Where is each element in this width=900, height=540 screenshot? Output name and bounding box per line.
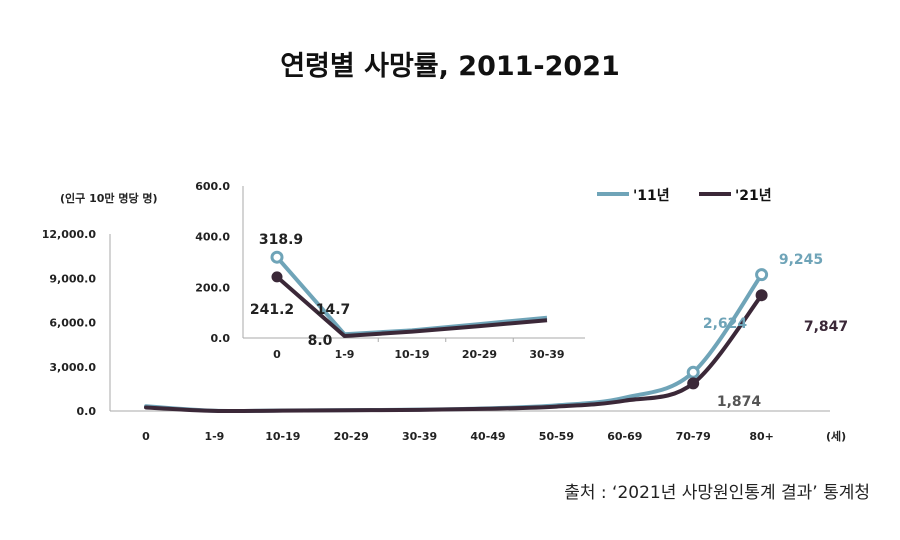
inset-label-2011-0: 318.9 xyxy=(259,232,303,248)
inset-x-tick-label: 0 xyxy=(273,348,281,361)
inset-series-line-2021 xyxy=(275,275,548,338)
inset-x-tick-label: 1-9 xyxy=(335,348,355,361)
legend-label-2011: '11년 xyxy=(633,188,670,204)
x-tick-label: 1-9 xyxy=(204,430,224,443)
x-tick-label: 60-69 xyxy=(607,430,642,443)
series-line-2011 xyxy=(144,272,764,414)
x-axis-unit: (세) xyxy=(826,429,846,443)
inset-y-tick-label: 600.0 xyxy=(195,180,230,193)
x-tick-label: 30-39 xyxy=(402,430,437,443)
inset-y-tick-label: 200.0 xyxy=(195,281,230,294)
x-tick-label: 70-79 xyxy=(676,430,711,443)
x-tick-label: 50-59 xyxy=(539,430,574,443)
series-line-2021 xyxy=(144,293,764,414)
y-tick-label: 6,000.0 xyxy=(49,317,96,330)
point-2021 xyxy=(755,289,768,302)
inset-y-tick-label: 0.0 xyxy=(211,332,231,345)
inset-label-2021-0: 241.2 xyxy=(250,302,294,318)
y-tick-label: 9,000.0 xyxy=(49,272,96,285)
data-label-2021-80: 7,847 xyxy=(804,319,848,335)
point-2011 xyxy=(755,268,769,282)
inset-label-2011-1: 14.7 xyxy=(316,302,351,318)
inset-point-2011 xyxy=(270,250,284,264)
inset-point-2021 xyxy=(271,271,283,283)
data-label-2011-70-79: 2,624 xyxy=(703,316,748,332)
x-tick-label: 20-29 xyxy=(334,430,369,443)
inset-x-tick-label: 10-19 xyxy=(394,348,429,361)
x-tick-label: 40-49 xyxy=(470,430,505,443)
y-tick-label: 0.0 xyxy=(77,405,97,418)
inset-y-tick-label: 400.0 xyxy=(195,231,230,244)
y-tick-label: 12,000.0 xyxy=(42,228,97,241)
inset-label-2021-1: 8.0 xyxy=(308,333,333,349)
y-tick-label: 3,000.0 xyxy=(49,361,96,374)
point-2021 xyxy=(687,377,700,390)
inset-x-tick-label: 20-29 xyxy=(462,348,497,361)
point-2011 xyxy=(686,365,700,379)
data-label-2021-70-79: 1,874 xyxy=(717,394,762,410)
inset-x-tick-label: 30-39 xyxy=(529,348,564,361)
data-label-2011-80: 9,245 xyxy=(779,252,823,268)
y-axis-label: (인구 10만 명당 명) xyxy=(60,191,158,205)
source-note: 출처 : ‘2021년 사망원인통계 결과’ 통계청 xyxy=(564,483,870,503)
x-tick-label: 80+ xyxy=(749,430,774,443)
x-tick-label: 10-19 xyxy=(265,430,300,443)
legend-label-2021: '21년 xyxy=(735,188,772,204)
chart-title: 연령별 사망률, 2011-2021 xyxy=(280,51,620,82)
x-tick-label: 0 xyxy=(142,430,150,443)
